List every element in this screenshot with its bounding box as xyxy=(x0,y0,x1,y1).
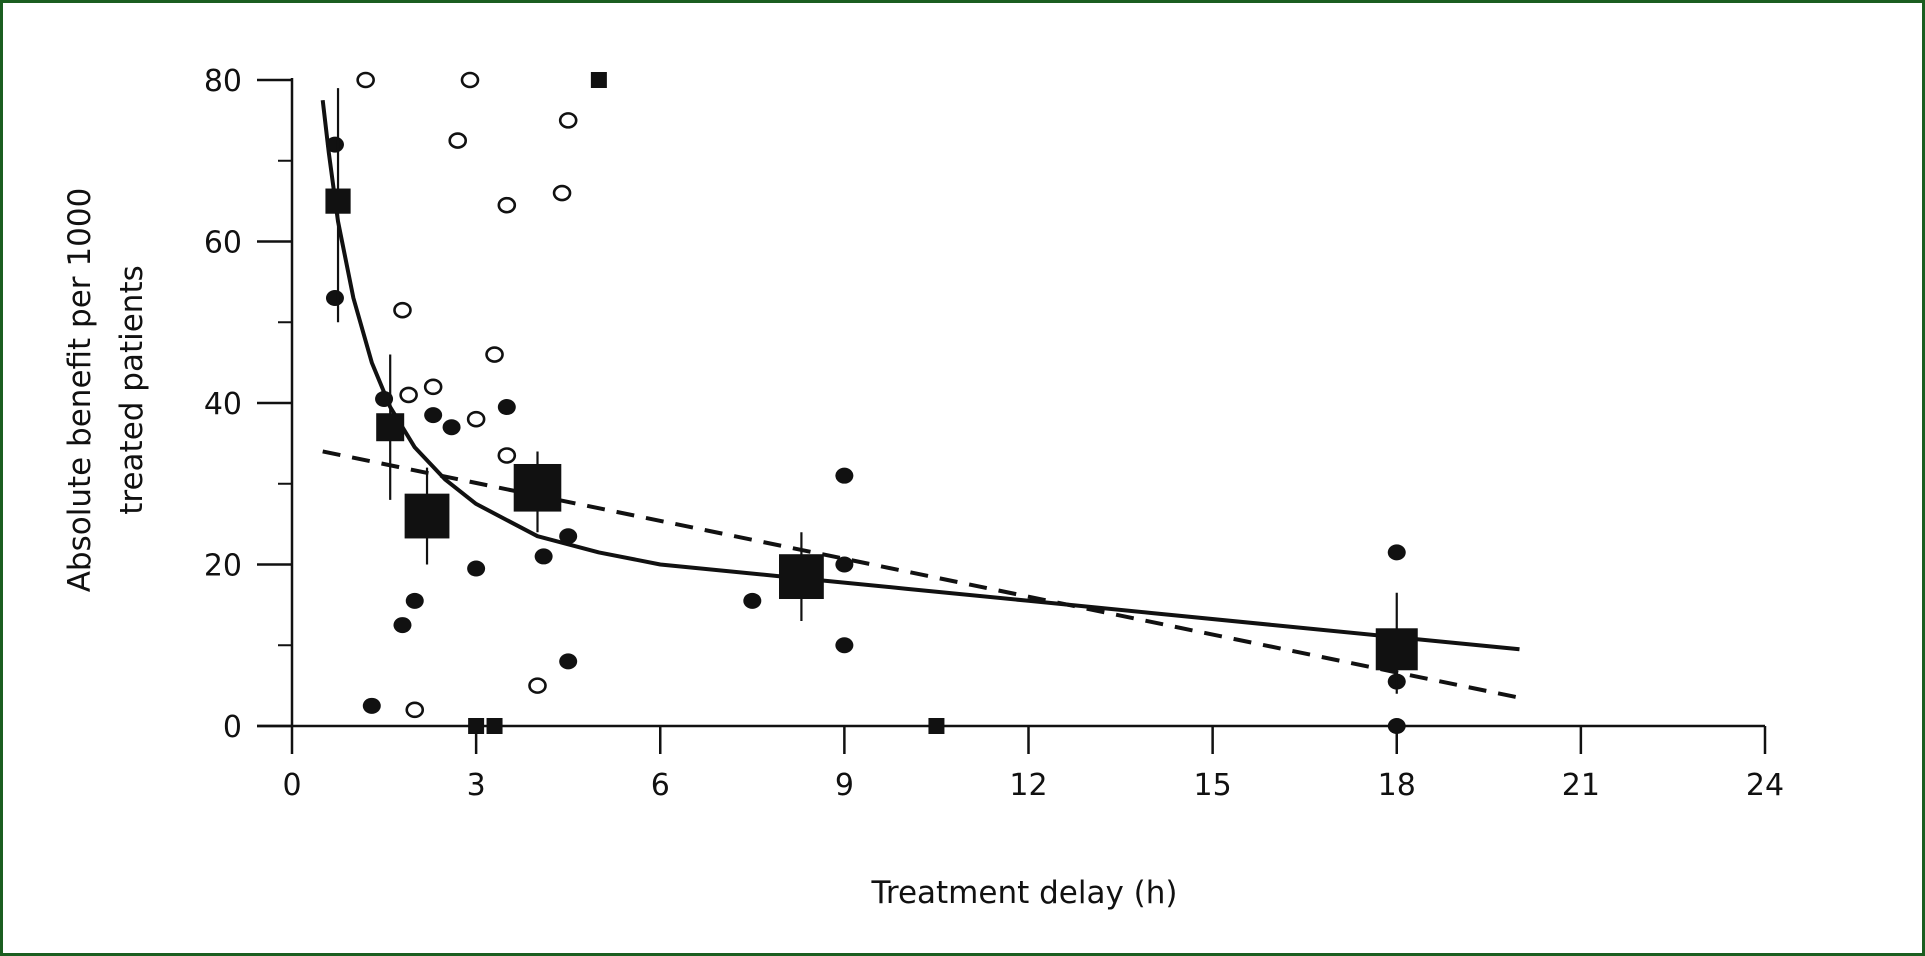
filled-circle-point xyxy=(424,407,443,424)
y-tick-label: 40 xyxy=(204,387,242,422)
open-circle-point xyxy=(405,701,425,719)
open-circle-point xyxy=(552,184,572,202)
open-circle-point xyxy=(448,132,468,149)
filled-circle-point xyxy=(393,617,412,634)
x-tick-label: 12 xyxy=(1009,768,1047,803)
x-tick-label: 24 xyxy=(1746,768,1784,803)
filled-circle-point xyxy=(442,419,461,436)
filled-circle-point xyxy=(835,467,854,484)
open-circle-point xyxy=(399,386,418,404)
filled-circle-point xyxy=(835,556,854,573)
filled-circle-point xyxy=(325,290,344,307)
small-square-point xyxy=(486,718,503,734)
small-square-point xyxy=(468,718,485,734)
open-circle-point xyxy=(460,71,480,89)
open-circle-point xyxy=(423,378,443,396)
open-circle-point xyxy=(393,301,412,319)
fit-curves xyxy=(320,99,1520,700)
filled-circle-point xyxy=(743,592,762,609)
filled-circle-point xyxy=(534,548,553,565)
x-axis-title: Treatment delay (h) xyxy=(871,875,1178,911)
open-circle-point xyxy=(497,447,517,464)
mean-square-marker xyxy=(779,554,824,600)
filled-circle-point xyxy=(1387,718,1406,734)
filled-circle-point xyxy=(835,637,854,654)
open-circle-point xyxy=(466,410,486,428)
open-circle-point xyxy=(497,196,517,214)
open-circle-point xyxy=(485,346,504,363)
mean-square-marker xyxy=(376,413,405,442)
filled-circle-point xyxy=(559,653,578,670)
data-marks xyxy=(325,71,1418,734)
x-tick-label: 15 xyxy=(1194,768,1232,803)
filled-circle-point xyxy=(405,592,424,609)
linear-fit-dashed-line xyxy=(322,449,1520,700)
y-tick-label: 20 xyxy=(204,549,242,584)
filled-circle-point xyxy=(559,528,578,545)
x-tick-label: 0 xyxy=(282,768,301,803)
axes: 0 3 6 9 12 15 18 21 24 0 20 40 60 80 xyxy=(204,64,1784,803)
mean-square-marker xyxy=(513,463,562,512)
filled-circle-point xyxy=(375,390,394,407)
mean-square-marker xyxy=(404,493,450,539)
open-circle-point xyxy=(528,677,547,694)
log-fit-solid-curve xyxy=(320,99,1520,652)
filled-circle-point xyxy=(362,697,381,714)
x-tick-label: 18 xyxy=(1378,768,1416,803)
x-tick-label: 3 xyxy=(467,768,486,803)
y-tick-label: 80 xyxy=(204,64,242,99)
small-square-point xyxy=(590,72,607,88)
filled-circle-point xyxy=(497,399,516,416)
filled-circle-point xyxy=(467,560,486,577)
x-tick-label: 21 xyxy=(1562,768,1600,803)
mean-square-marker xyxy=(1375,628,1418,671)
open-circle-point xyxy=(356,71,375,89)
mean-square-marker xyxy=(325,188,351,214)
open-circle-point xyxy=(558,112,578,129)
y-axis-title-line-1: Absolute benefit per 1000 xyxy=(62,188,98,593)
x-tick-label: 9 xyxy=(835,768,854,803)
filled-circle-point xyxy=(1387,544,1406,561)
small-square-point xyxy=(928,718,945,734)
y-tick-label: 0 xyxy=(223,710,242,745)
filled-circle-point xyxy=(325,136,344,153)
y-axis-title-line-2: treated patients xyxy=(114,265,150,515)
y-tick-label: 60 xyxy=(204,226,242,261)
x-tick-label: 6 xyxy=(651,768,670,803)
